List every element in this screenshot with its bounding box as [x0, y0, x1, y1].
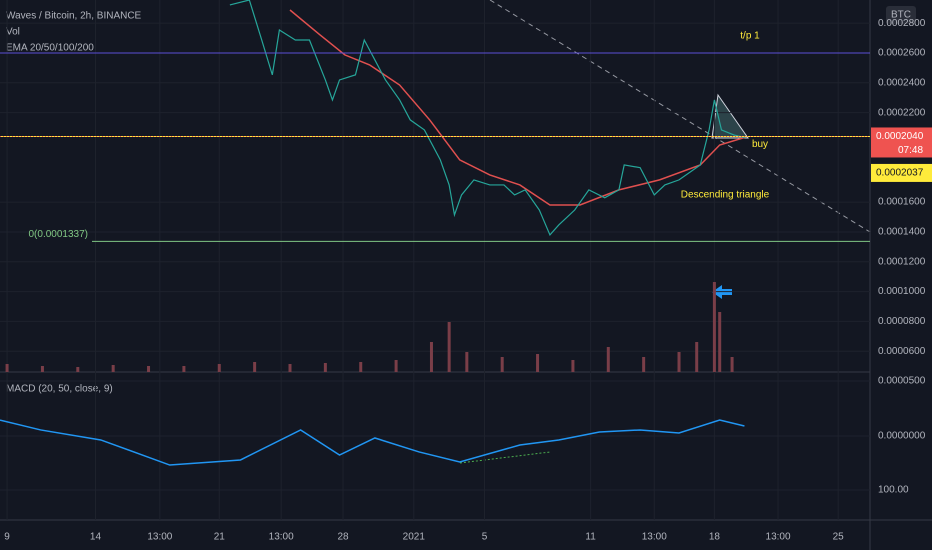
volume-bar [730, 357, 734, 372]
volume-bar [642, 357, 646, 372]
currency-badge [886, 6, 916, 24]
x-tick-label: 13:00 [642, 532, 667, 543]
volume-bar [76, 367, 80, 372]
y-tick-label: 0.0002400 [878, 77, 926, 88]
volume-bar [111, 365, 115, 372]
y-tick-label: 0.0002200 [878, 107, 926, 118]
currency: BTC [891, 10, 911, 21]
volume-bar [288, 364, 292, 372]
y-tick-label: 0.0001200 [878, 256, 926, 267]
ema-line [289, 9, 745, 206]
level-label: 0(0.0001337) [29, 229, 89, 240]
volume-bar [500, 357, 504, 372]
x-tick-label: 13:00 [269, 532, 294, 543]
bid-label: 0.0002037 [876, 168, 924, 179]
volume-bar [677, 352, 681, 372]
volume-bar [359, 362, 363, 372]
trend-line [489, 0, 871, 233]
x-tick-label: 11 [585, 532, 596, 543]
volume-bar [465, 352, 469, 372]
x-tick-label: 14 [90, 532, 102, 543]
countdown: 07:48 [898, 145, 923, 156]
x-tick-label: 13:00 [766, 532, 791, 543]
volume-bar [147, 366, 151, 372]
legend-volume: Vol [6, 27, 20, 38]
volume-bar [323, 363, 327, 372]
y-tick-label: 0.0001400 [878, 227, 926, 238]
level-label: t/p 1 [740, 31, 760, 42]
price-line [229, 0, 745, 237]
y-tick-label: 0.0001000 [878, 286, 926, 297]
volume-bar [429, 342, 433, 372]
x-tick-label: 13:00 [147, 532, 172, 543]
legend-macd: MACD (20, 50, close, 9) [6, 384, 113, 395]
volume-bar [40, 366, 44, 372]
x-tick-label: 2021 [403, 532, 426, 543]
last-price-label: 0.0002040 [876, 131, 924, 142]
x-tick-label: 28 [337, 532, 349, 543]
volume-bar [253, 362, 257, 372]
volume-bar [182, 366, 186, 372]
y-tick-label: 0.0000800 [878, 316, 926, 327]
y-tick-label: 100.00 [878, 485, 909, 496]
legend-ema: EMA 20/50/100/200 [6, 43, 94, 54]
volume-bar [536, 354, 540, 372]
y-tick-label: 0.0001600 [878, 197, 926, 208]
y-tick-label: 0.0000500 [878, 376, 926, 387]
volume-bar [447, 322, 451, 372]
volume-bar [571, 360, 575, 372]
macd-line [0, 419, 745, 466]
x-tick-label: 9 [4, 532, 10, 543]
chart-title: Waves / Bitcoin, 2h, BINANCE [6, 11, 142, 22]
volume-bar [394, 360, 398, 372]
x-tick-label: 5 [482, 532, 488, 543]
x-tick-label: 25 [833, 532, 845, 543]
volume-bar [217, 364, 221, 372]
x-tick-label: 18 [709, 532, 721, 543]
level-label: buy [752, 139, 768, 150]
volume-bar [695, 342, 699, 372]
last-price-box [871, 127, 932, 158]
volume-bar [5, 364, 9, 372]
volume-bar [718, 312, 722, 372]
volume-bar [712, 282, 716, 372]
divergence-line [459, 451, 551, 464]
y-tick-label: 0.0002800 [878, 18, 926, 29]
x-tick-label: 21 [214, 532, 226, 543]
volume-bar [606, 347, 610, 372]
y-tick-label: 0.0000000 [878, 431, 926, 442]
y-tick-label: 0.0000600 [878, 346, 926, 357]
bid-box [871, 163, 932, 182]
annotation: Descending triangle [681, 190, 770, 201]
y-tick-label: 0.0002600 [878, 48, 926, 59]
